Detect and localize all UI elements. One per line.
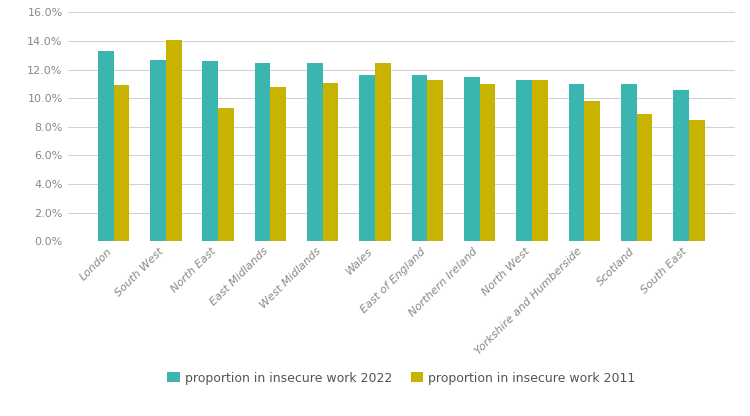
Legend: proportion in insecure work 2022, proportion in insecure work 2011: proportion in insecure work 2022, propor…	[162, 366, 640, 389]
Bar	[150, 59, 166, 241]
Bar	[307, 62, 322, 241]
Bar	[166, 40, 182, 241]
Bar	[464, 77, 480, 241]
Bar	[255, 62, 271, 241]
Bar	[412, 75, 428, 241]
Bar	[322, 82, 338, 241]
Bar	[637, 114, 652, 241]
Bar	[271, 87, 286, 241]
Bar	[480, 84, 496, 241]
Bar	[689, 120, 705, 241]
Bar	[532, 80, 548, 241]
Bar	[375, 62, 391, 241]
Bar	[674, 90, 689, 241]
Bar	[621, 84, 637, 241]
Bar	[202, 61, 218, 241]
Bar	[359, 75, 375, 241]
Bar	[218, 108, 234, 241]
Bar	[516, 80, 532, 241]
Bar	[568, 84, 584, 241]
Bar	[427, 80, 443, 241]
Bar	[113, 85, 129, 241]
Bar	[98, 51, 113, 241]
Bar	[584, 101, 600, 241]
